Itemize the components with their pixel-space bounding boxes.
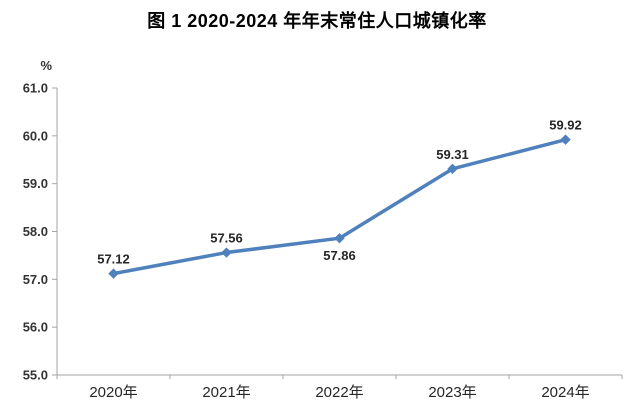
- data-point-label: 57.56: [210, 231, 243, 246]
- x-tick-label: 2024年: [541, 384, 589, 401]
- chart-title: 图 1 2020-2024 年年末常住人口城镇化率: [147, 11, 487, 31]
- data-point-label: 57.12: [97, 252, 130, 267]
- data-point-label: 59.92: [549, 118, 582, 133]
- x-tick-label: 2023年: [428, 384, 476, 401]
- data-point-marker: [334, 232, 345, 244]
- data-point-marker: [560, 134, 571, 145]
- x-tick-label: 2022年: [315, 384, 363, 401]
- data-point-marker: [221, 247, 232, 258]
- data-point-label: 57.86: [323, 248, 356, 263]
- y-tick-label: 61.0: [23, 81, 48, 96]
- y-tick-label: 60.0: [23, 128, 48, 143]
- y-axis-unit-label: %: [40, 58, 52, 73]
- y-tick-label: 57.0: [23, 272, 48, 287]
- y-tick-label: 55.0: [23, 368, 48, 383]
- y-tick-label: 56.0: [23, 320, 48, 335]
- data-point-label: 59.31: [436, 147, 469, 162]
- data-point-marker: [108, 268, 119, 279]
- x-tick-label: 2020年: [89, 384, 137, 401]
- x-tick-label: 2021年: [202, 384, 250, 401]
- data-point-marker: [447, 163, 458, 175]
- y-tick-label: 59.0: [23, 176, 48, 191]
- y-tick-label: 58.0: [23, 224, 48, 239]
